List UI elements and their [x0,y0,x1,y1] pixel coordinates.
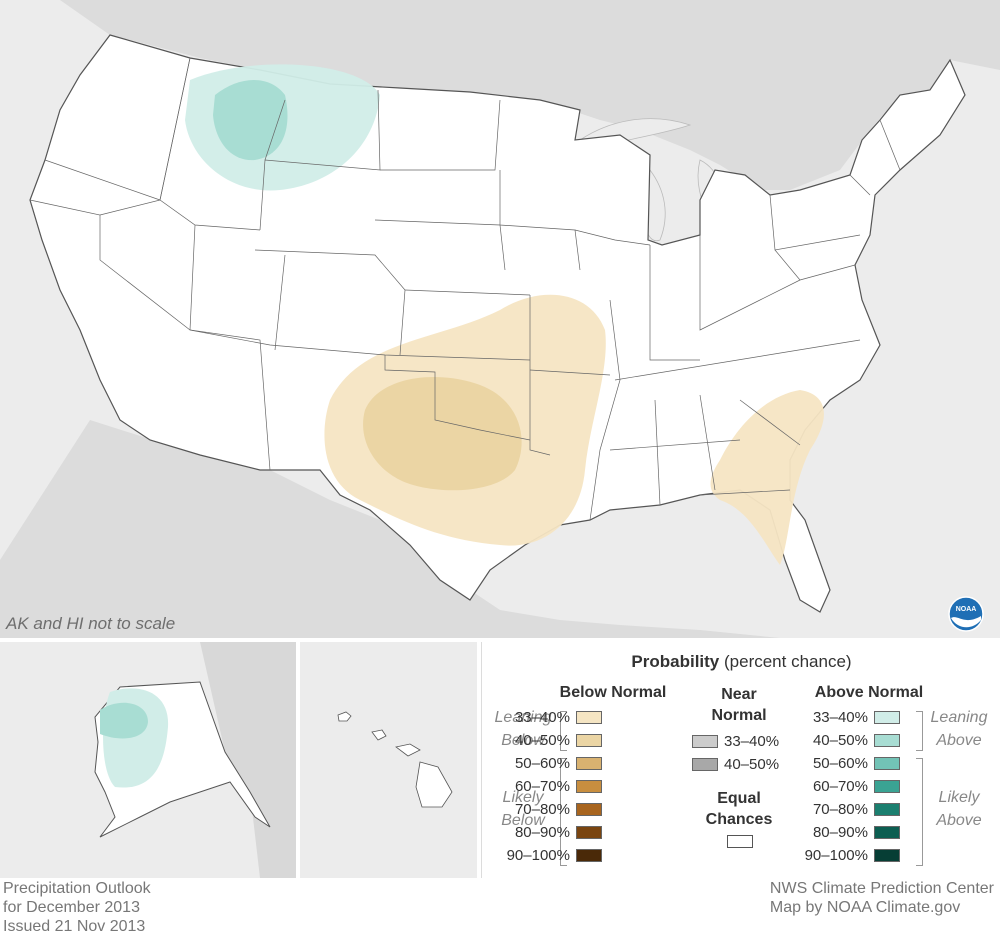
legend-swatch [692,735,718,748]
legend-row-label: 70–80% [812,801,868,818]
footer-period: for December 2013 [3,899,140,916]
legend-swatch [874,849,900,862]
equal-chances-swatch [727,835,753,848]
footer-title: Precipitation Outlook [3,880,151,897]
hawaii-island-kauai [337,711,352,722]
legend-swatch [576,757,602,770]
above-likely-northwest [213,80,288,161]
legend-row-label: 90–100% [506,847,570,864]
alaska-inset [0,642,296,878]
likely-below-bracket [560,758,567,866]
conus-map-svg [0,0,1000,638]
alaska-above-likely [100,702,148,739]
legend-swatch [874,826,900,839]
footer-issued: Issued 21 Nov 2013 [3,918,146,935]
legend-row-label: 60–70% [812,778,868,795]
canada-land [60,0,1000,190]
legend-row: 40–50% [502,729,602,752]
legend-swatch [874,711,900,724]
below-normal-heading: Below Normal [559,684,667,701]
above-normal-heading: Above Normal [814,684,924,701]
hawaii-map-svg [337,711,453,808]
legend-title-rest: (percent chance) [724,652,852,671]
noaa-logo: NOAA [948,596,984,632]
legend-row: 40–50% [692,753,779,776]
legend-row-label: 33–40% [724,733,780,750]
alaska-map-svg [94,642,296,878]
near-normal-heading: Near Normal [711,686,767,724]
equal-chances-heading: Equal Chances [705,790,773,828]
legend-swatch [576,780,602,793]
legend-swatch [692,758,718,771]
hawaii-island-big [415,761,453,808]
legend-swatch [576,826,602,839]
legend-row-label: 40–50% [514,732,570,749]
likely-above-label: Likely Above [936,789,982,829]
likely-below-label: Likely Below [501,789,545,829]
legend-row-label: 70–80% [514,801,570,818]
legend-row: 80–90% [800,821,900,844]
legend-row: 70–80% [800,798,900,821]
legend-swatch [576,734,602,747]
scale-note: AK and HI not to scale [6,614,176,633]
below-likely-texas [363,377,522,491]
footer-right: NWS Climate Prediction Center Map by NOA… [770,879,994,917]
footer-source: NWS Climate Prediction Center [769,880,994,897]
legend-swatch [874,780,900,793]
hawaii-inset [300,642,477,878]
below-leaning-southeast [710,390,824,565]
legend-row-label: 80–90% [514,824,570,841]
legend-swatch [874,757,900,770]
legend-row: 50–60% [502,752,602,775]
legend-swatch [874,803,900,816]
legend-row: 33–40% [692,730,779,753]
legend-row: 90–100% [800,844,900,867]
footer-left: Precipitation Outlook for December 2013 … [3,879,151,936]
legend-row-label: 33–40% [812,709,868,726]
footer-credit: Map by NOAA Climate.gov [769,899,961,916]
legend-row-label: 50–60% [514,755,570,772]
legend: Probability (percent chance) Below Norma… [481,642,1000,878]
leaning-below-label: Leaning Below [494,709,552,749]
legend-title: Probability (percent chance) [482,652,1000,672]
legend-row-label: 50–60% [812,755,868,772]
legend-swatch [576,711,602,724]
legend-row: 60–70% [502,775,602,798]
leaning-above-bracket [916,711,923,751]
leaning-below-bracket [560,711,567,751]
leaning-above-label: Leaning Above [930,709,988,749]
legend-row: 70–80% [502,798,602,821]
legend-row: 80–90% [502,821,602,844]
legend-row: 33–40% [800,706,900,729]
hawaii-island-oahu [371,729,387,741]
legend-swatch [874,734,900,747]
legend-row-label: 90–100% [804,847,868,864]
legend-row-label: 40–50% [724,756,780,773]
legend-swatch [576,803,602,816]
legend-row: 50–60% [800,752,900,775]
legend-row-label: 33–40% [514,709,570,726]
legend-row-label: 60–70% [514,778,570,795]
noaa-logo-text: NOAA [956,606,977,613]
legend-row-label: 40–50% [812,732,868,749]
legend-row: 60–70% [800,775,900,798]
state-borders [29,57,901,521]
legend-row-label: 80–90% [812,824,868,841]
legend-row: 90–100% [502,844,602,867]
hawaii-island-maui [395,743,421,757]
conus-map: AK and HI not to scale NOAA [0,0,1000,638]
likely-above-bracket [916,758,923,866]
legend-swatch [576,849,602,862]
legend-row: 33–40% [502,706,602,729]
mexico-land [0,420,780,638]
legend-title-bold: Probability [631,652,720,671]
legend-row: 40–50% [800,729,900,752]
